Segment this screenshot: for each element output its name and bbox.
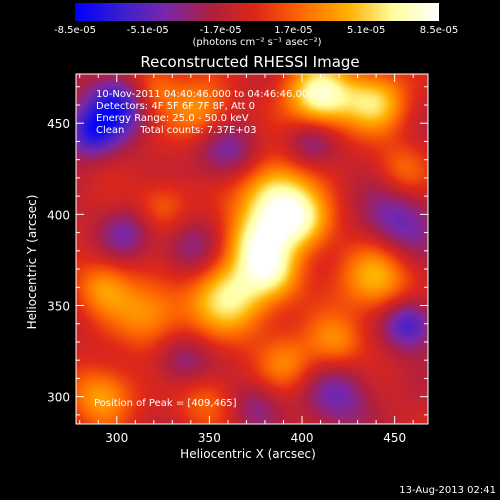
colorbar-tick-label: -8.5e-05: [54, 25, 96, 36]
y-tick-label: 300: [47, 391, 70, 405]
info-total-counts: Clean Total counts: 7.37E+03: [96, 125, 257, 136]
y-tick-label: 350: [47, 300, 70, 314]
info-detectors: Detectors: 4F 5F 6F 7F 8F, Att 0: [96, 101, 256, 112]
info-time-range: 10-Nov-2011 04:40:46.000 to 04:46:46.000: [96, 89, 315, 100]
x-tick-label: 400: [291, 431, 314, 445]
y-axis-label: Heliocentric Y (arcsec): [25, 194, 39, 330]
info-energy-range: Energy Range: 25.0 - 50.0 keV: [96, 113, 249, 124]
axes: 300 350 400 450 300 350 400 450: [47, 74, 428, 445]
y-tick-label: 400: [47, 208, 70, 222]
x-tick-label: 300: [105, 431, 128, 445]
generation-timestamp: 13-Aug-2013 02:41: [399, 485, 496, 496]
colorbar-unit-label: (photons cm⁻² s⁻¹ asec⁻²): [192, 37, 322, 48]
chart-title: Reconstructed RHESSI Image: [140, 53, 360, 71]
colorbar-tick-label: 5.1e-05: [346, 25, 386, 36]
heatmap-image: [76, 74, 428, 424]
x-tick-label: 350: [198, 431, 221, 445]
colorbar-tick-label: -5.1e-05: [126, 25, 169, 36]
colorbar-tick-label: -1.7e-05: [199, 25, 242, 36]
peak-position-label: Position of Peak = [409,465]: [94, 398, 237, 409]
colorbar-tick-label: 8.5e-05: [419, 25, 459, 36]
plot-frame: [75, 73, 429, 425]
x-axis-label: Heliocentric X (arcsec): [180, 447, 316, 461]
colorbar: [75, 3, 439, 21]
colorbar-tick-label: 1.7e-05: [274, 25, 313, 36]
y-tick-label: 450: [47, 117, 70, 131]
x-tick-label: 450: [383, 431, 406, 445]
